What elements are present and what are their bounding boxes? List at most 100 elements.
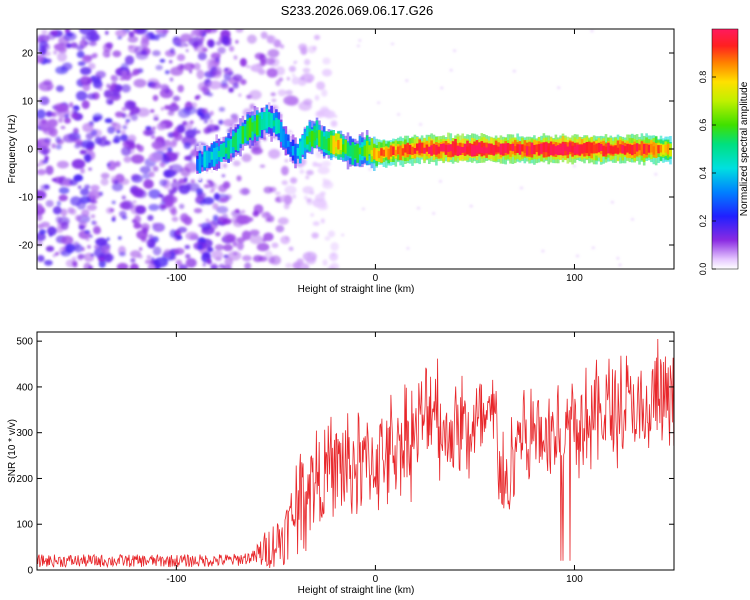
ridge-cell: [552, 144, 555, 156]
noise-blob: [235, 29, 244, 33]
noise-blob: [298, 79, 307, 86]
ridge-cell: [545, 142, 548, 153]
ridge-cell: [439, 144, 443, 152]
noise-blob: [61, 62, 73, 71]
ridge-cell: [272, 120, 276, 127]
chart-title: S233.2026.069.06.17.G26: [281, 3, 434, 18]
ridge-cell: [530, 142, 534, 154]
noise-blob: [169, 47, 175, 54]
noise-blob: [90, 184, 100, 192]
ridge-cell: [497, 146, 500, 153]
ridge-cell: [502, 143, 505, 155]
noise-blob: [125, 119, 131, 123]
ridge-cell: [509, 144, 512, 151]
ridge-cell: [294, 147, 297, 155]
noise-blob: [42, 127, 55, 135]
noise-blob: [37, 169, 47, 176]
noise-blob: [286, 76, 290, 81]
ridge-cell: [430, 145, 433, 156]
ridge-cell: [487, 143, 491, 153]
noise-blob: [128, 31, 135, 38]
noise-blob: [66, 43, 72, 49]
noise-blob: [148, 152, 164, 163]
ridge-cell: [330, 135, 333, 153]
ridge-cell: [213, 147, 216, 167]
ridge-cell: [239, 126, 242, 144]
noise-blob: [317, 166, 330, 175]
noise-blob: [152, 50, 161, 57]
noise-blob: [202, 32, 207, 37]
noise-blob: [61, 235, 74, 245]
noise-blob: [311, 232, 319, 239]
noise-blob: [51, 111, 58, 118]
ridge-cell: [635, 143, 639, 152]
noise-blob: [267, 35, 277, 44]
ridge-cell: [251, 122, 254, 132]
noise-blob: [302, 251, 317, 262]
ridge-cell: [638, 144, 641, 151]
noise-blob: [89, 190, 95, 197]
noise-blob: [169, 164, 183, 174]
noise-blob: [200, 86, 209, 93]
ridge-cell: [385, 147, 388, 157]
ridge-cell: [514, 146, 517, 154]
noise-blob: [56, 200, 62, 207]
noise-blob: [169, 141, 177, 148]
y-tick-label: 300: [16, 428, 33, 439]
noise-blob: [142, 173, 151, 180]
noise-blob: [189, 160, 194, 163]
noise-blob: [203, 29, 212, 34]
noise-blob: [259, 59, 266, 67]
noise-blob: [223, 254, 229, 259]
noise-blob: [70, 196, 82, 207]
noise-blob: [324, 110, 336, 119]
ridge-cell: [621, 144, 624, 154]
ridge-cell: [628, 144, 632, 154]
noise-blob: [247, 34, 257, 44]
noise-blob: [310, 213, 315, 217]
noise-blob: [56, 160, 69, 169]
ridge-cell: [256, 115, 259, 136]
noise-blob: [288, 65, 296, 73]
noise-speck: [391, 42, 394, 46]
noise-blob: [242, 255, 252, 262]
noise-blob: [150, 109, 155, 113]
noise-blob: [94, 221, 98, 225]
noise-blob: [45, 58, 51, 64]
noise-blob: [167, 146, 173, 154]
noise-speck: [341, 233, 345, 237]
ridge-cell: [614, 145, 617, 154]
noise-blob: [170, 181, 182, 190]
noise-blob: [160, 106, 164, 111]
ridge-cell: [370, 150, 374, 157]
noise-blob: [231, 79, 235, 83]
ridge-cell: [647, 144, 651, 153]
noise-blob: [89, 41, 97, 47]
colorbar-label: Normalized spectral amplitude: [739, 81, 750, 216]
noise-blob: [199, 200, 206, 206]
noise-blob: [152, 246, 162, 256]
noise-blob: [78, 221, 87, 229]
noise-blob: [92, 52, 98, 59]
noise-blob: [150, 82, 162, 90]
ridge-cell: [451, 147, 455, 154]
noise-blob: [130, 113, 138, 121]
ridge-cell: [585, 142, 589, 154]
noise-blob: [250, 64, 263, 73]
snr-y-axis-label: SNR (10 * v/v): [7, 419, 18, 483]
noise-blob: [164, 70, 170, 75]
noise-blob: [329, 262, 340, 269]
ridge-cell: [358, 147, 362, 155]
noise-blob: [196, 44, 205, 54]
noise-blob: [233, 55, 238, 60]
noise-blob: [183, 216, 193, 226]
ridge-cell: [408, 145, 412, 155]
ridge-cell: [413, 148, 417, 154]
noise-blob: [291, 76, 300, 85]
ridge-cell: [616, 140, 620, 155]
ridge-cell: [244, 126, 247, 138]
noise-blob: [140, 37, 150, 48]
noise-blob: [100, 245, 111, 254]
noise-blob: [210, 66, 222, 76]
